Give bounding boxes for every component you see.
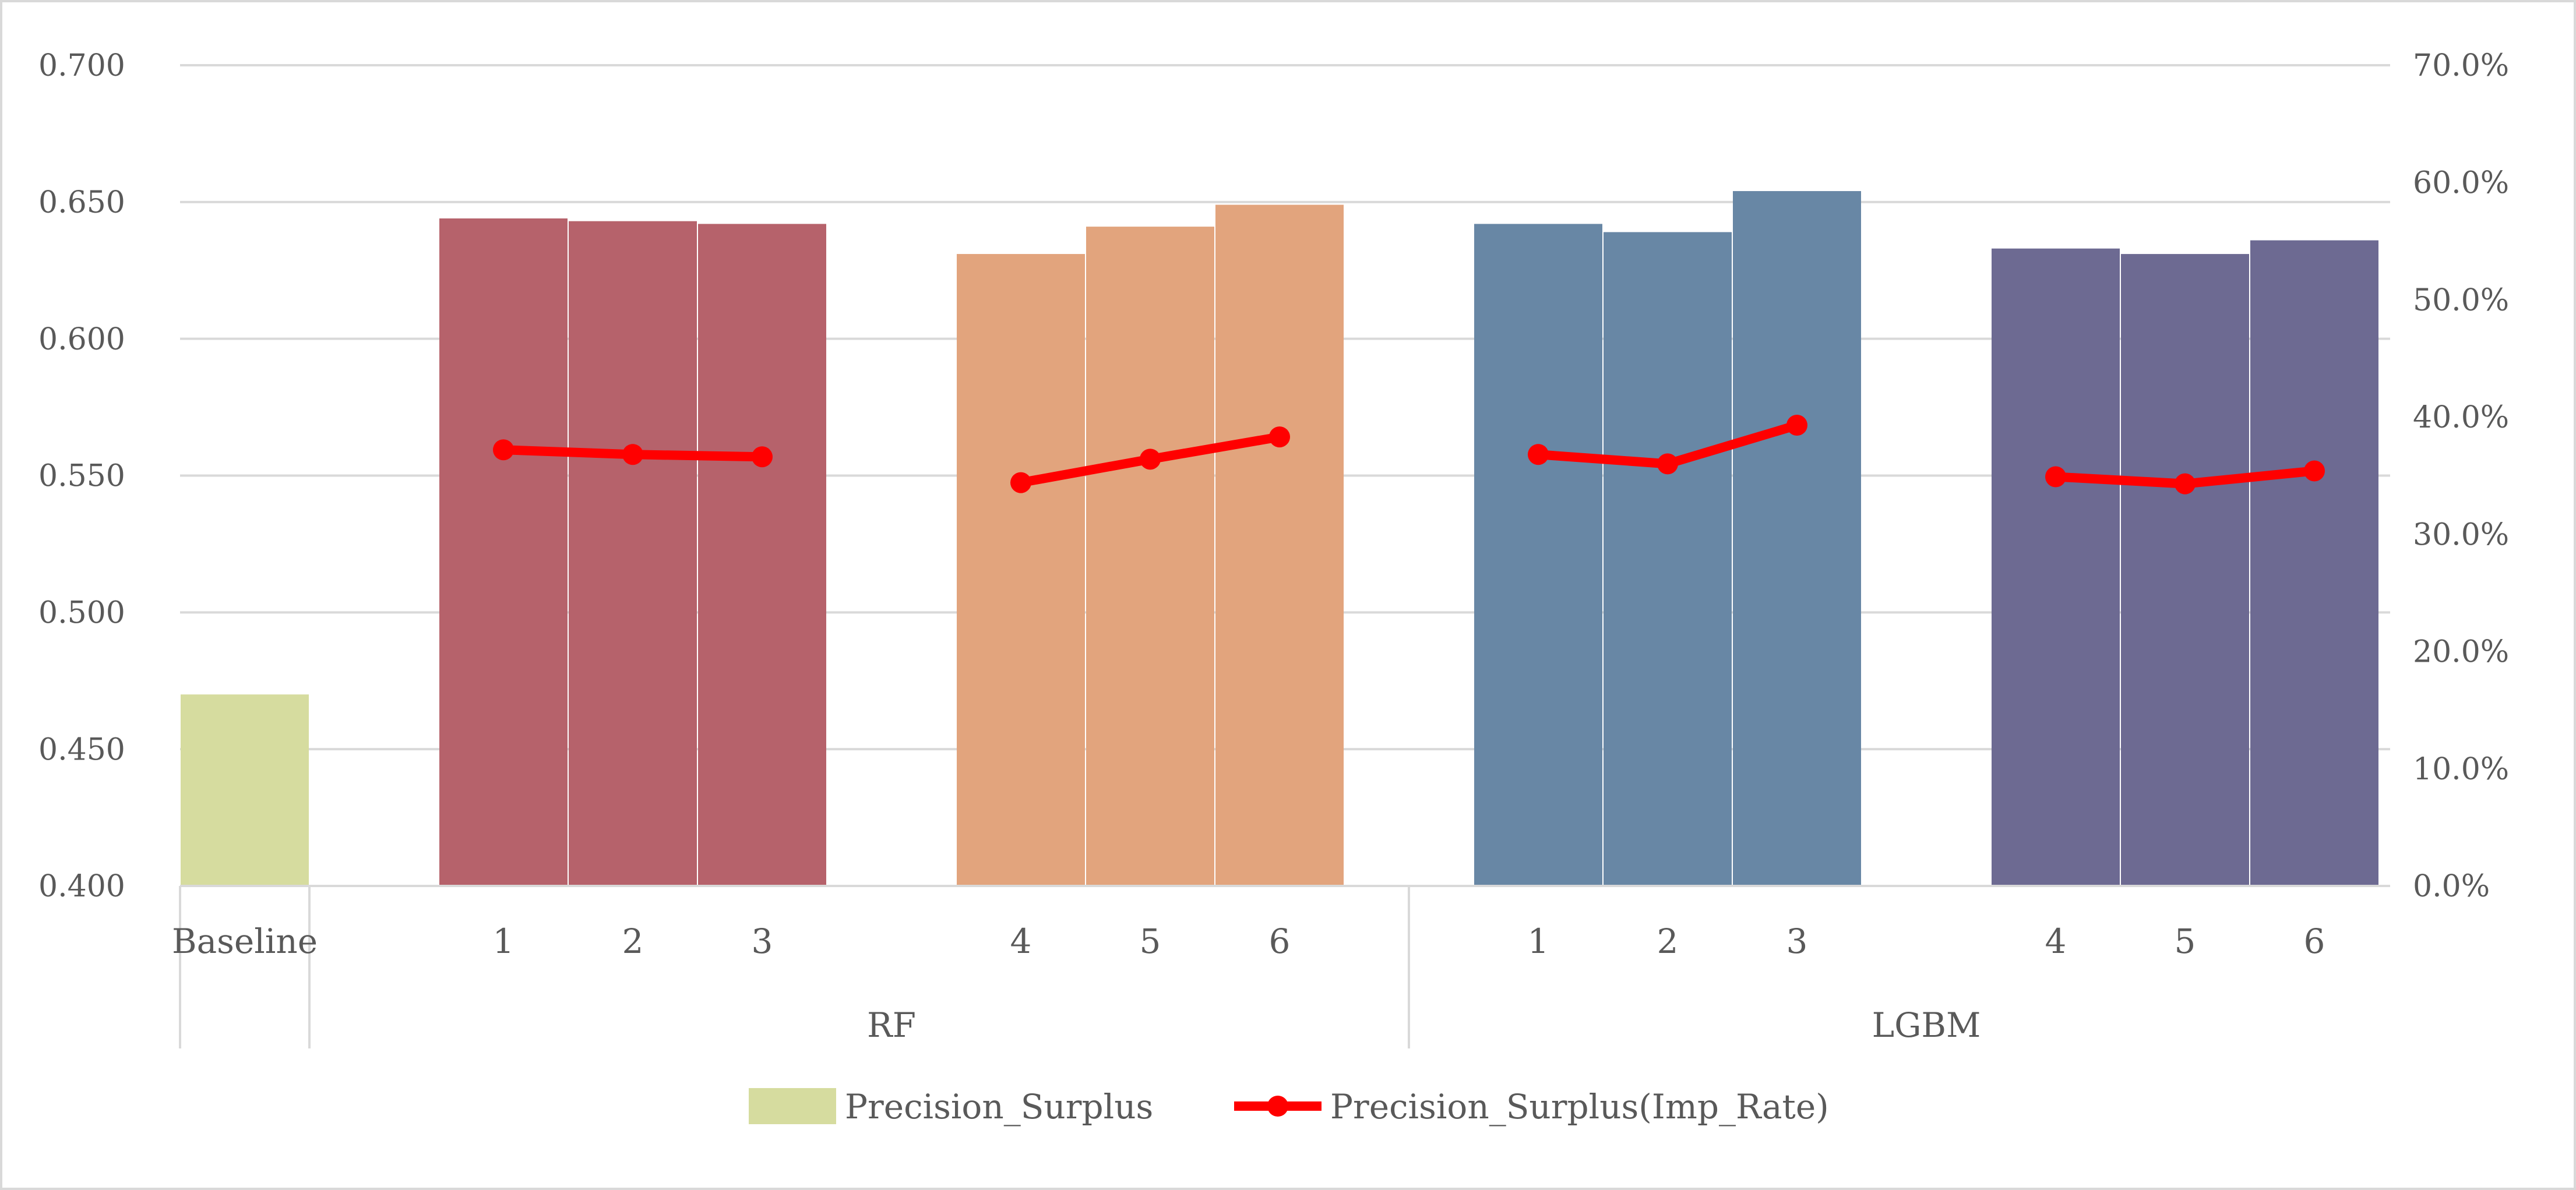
legend-marker-line (1267, 1096, 1288, 1117)
bar (1086, 227, 1214, 887)
x-tick-label: Baseline (172, 921, 318, 961)
axes (179, 885, 2390, 1048)
line-marker (752, 446, 773, 468)
y-right-tick-label: 0.0% (2413, 869, 2490, 904)
bar (698, 224, 826, 886)
x-tick-label: 6 (2304, 921, 2325, 961)
line-marker (1786, 414, 1807, 436)
line-series (493, 414, 2325, 495)
line-marker (1528, 444, 1549, 465)
x-tick-label: 5 (2175, 921, 2196, 961)
x-tick-label: 1 (1528, 921, 1549, 961)
bar (1474, 224, 1602, 886)
line-marker (1140, 449, 1161, 470)
y-left-tick-label: 0.550 (38, 459, 125, 494)
legend-swatch-bar (749, 1088, 836, 1124)
x-tick-label: 1 (493, 921, 515, 961)
bar (1733, 191, 1861, 887)
x-group-label: LGBM (1872, 1005, 1981, 1045)
line-marker (1269, 426, 1290, 448)
tick-labels: 0.400 0.450 0.500 0.550 0.600 0.650 0.700 0.0% 1… (38, 48, 2509, 1045)
line-marker (1657, 453, 1678, 475)
bar (569, 221, 697, 887)
legend-label-bar-series: Precision_Surplus (845, 1087, 1153, 1127)
y-left-tick-label: 0.500 (38, 596, 125, 631)
bar (1992, 248, 2120, 887)
y-right-tick-label: 70.0% (2413, 48, 2509, 83)
y-left-tick-label: 0.600 (38, 322, 125, 357)
bar (957, 254, 1085, 886)
legend: Precision_Surplus Precision_Surplus(Imp_… (749, 1087, 1829, 1127)
y-right-tick-label: 60.0% (2413, 165, 2509, 200)
bar-series (181, 191, 2378, 887)
line-marker (493, 439, 514, 461)
y-left-tick-label: 0.450 (38, 732, 125, 767)
bar (2121, 254, 2249, 886)
y-right-tick-label: 20.0% (2413, 635, 2509, 670)
y-right-tick-label: 50.0% (2413, 283, 2509, 318)
bar (181, 694, 309, 886)
x-tick-label: 3 (752, 921, 773, 961)
line-marker (2045, 466, 2066, 488)
y-left-tick-label: 0.700 (38, 48, 125, 83)
bar (439, 218, 568, 887)
x-tick-label: 4 (2045, 921, 2067, 961)
y-right-tick-label: 30.0% (2413, 517, 2509, 552)
line-marker (1010, 472, 1031, 493)
y-right-tick-label: 40.0% (2413, 400, 2509, 435)
x-tick-label: 5 (1140, 921, 1161, 961)
line-marker (2304, 460, 2325, 482)
x-tick-label: 6 (1269, 921, 1291, 961)
bar (1604, 232, 1732, 886)
x-tick-label: 3 (1786, 921, 1808, 961)
bar (1215, 204, 1344, 886)
bar (2250, 240, 2378, 886)
x-tick-label: 4 (1010, 921, 1032, 961)
x-group-label: RF (867, 1005, 916, 1045)
line-marker (622, 444, 643, 465)
y-left-tick-label: 0.400 (38, 869, 125, 904)
x-tick-label: 2 (1657, 921, 1679, 961)
y-left-tick-label: 0.650 (38, 185, 125, 220)
x-tick-label: 2 (622, 921, 644, 961)
line-marker (2175, 473, 2196, 495)
legend-label-line-series: Precision_Surplus(Imp_Rate) (1330, 1087, 1829, 1127)
y-right-tick-label: 10.0% (2413, 752, 2509, 787)
